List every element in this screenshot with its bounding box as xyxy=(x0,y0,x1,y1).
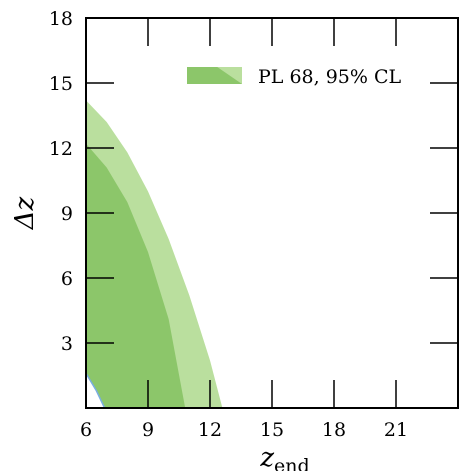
x-tick-label: 9 xyxy=(142,419,154,441)
y-tick-label: 6 xyxy=(61,268,73,290)
legend-swatch-68 xyxy=(187,67,242,84)
band-68-cl xyxy=(86,143,186,408)
legend-label: PL 68, 95% CL xyxy=(258,66,402,88)
tick-marks xyxy=(85,17,458,408)
y-axis-label: Δz xyxy=(10,196,40,230)
y-tick-label: 3 xyxy=(61,333,73,355)
inner-boundary-line xyxy=(85,372,106,409)
legend: PL 68, 95% CL xyxy=(187,66,402,88)
x-tick-label: 21 xyxy=(384,419,408,441)
y-tick-label: 9 xyxy=(61,203,73,225)
y-tick-label: 15 xyxy=(49,73,73,95)
x-tick-labels: 6 9 12 15 18 21 xyxy=(80,419,408,441)
x-tick-label: 12 xyxy=(198,419,222,441)
x-axis-label: zend xyxy=(259,443,309,471)
x-tick-label: 15 xyxy=(260,419,284,441)
y-tick-label: 12 xyxy=(49,138,73,160)
plot-area xyxy=(85,100,223,409)
x-tick-label: 18 xyxy=(322,419,346,441)
y-tick-labels: 3 6 9 12 15 18 xyxy=(49,8,73,355)
x-tick-label: 6 xyxy=(80,419,92,441)
y-tick-label: 18 xyxy=(49,8,73,30)
x-axis-label-sub: end xyxy=(274,455,310,471)
x-axis-label-main: z xyxy=(259,443,274,471)
